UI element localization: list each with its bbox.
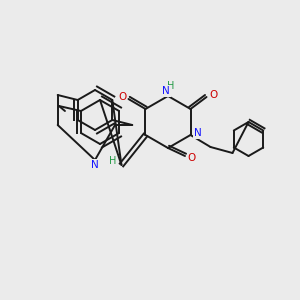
- Text: N: N: [91, 160, 99, 170]
- Text: O: O: [209, 90, 217, 100]
- Text: H: H: [167, 81, 175, 91]
- Text: N: N: [194, 128, 201, 138]
- Text: N: N: [162, 86, 170, 96]
- Text: H: H: [109, 156, 116, 166]
- Text: O: O: [188, 153, 196, 163]
- Text: O: O: [118, 92, 127, 102]
